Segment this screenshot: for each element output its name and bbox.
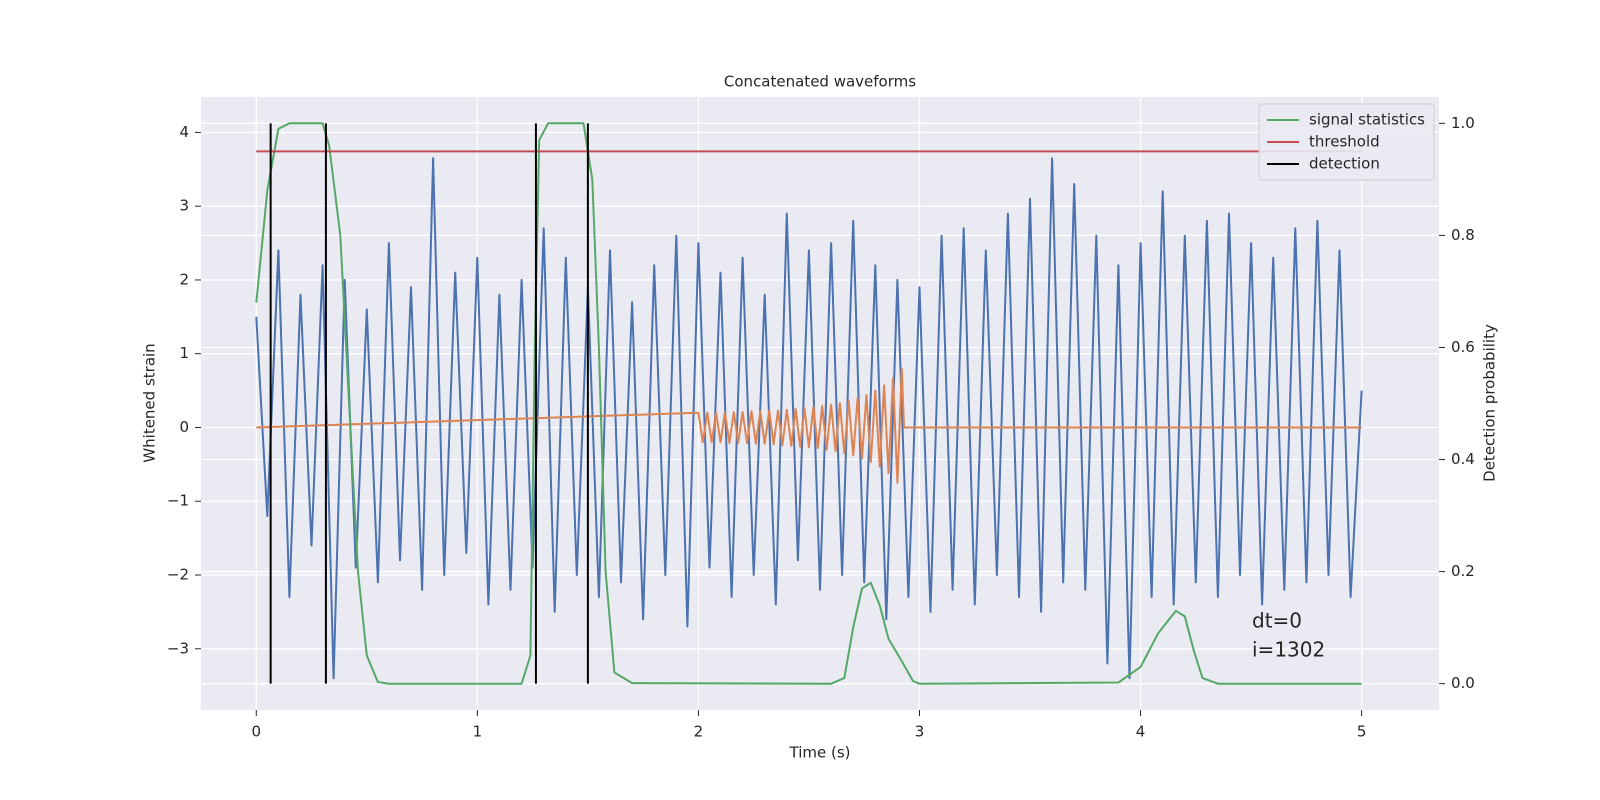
y2-tick-label: 0.6 (1451, 338, 1475, 356)
y-tick-label: 0 (179, 418, 189, 436)
series-line (255, 157, 1363, 680)
y-tick-label: 2 (179, 270, 189, 288)
y-tick-label: −3 (167, 639, 189, 657)
y2-tick-label: 0.4 (1451, 450, 1475, 468)
y2-tick-label: 0.0 (1451, 674, 1475, 692)
x-tick-label: 0 (251, 723, 261, 741)
legend-label: signal statistics (1309, 111, 1425, 129)
y-tick-label: 1 (179, 344, 189, 362)
y-tick-label: −1 (167, 492, 189, 510)
y-tick-label: −2 (167, 566, 189, 584)
y2-tick-label: 0.2 (1451, 562, 1475, 580)
legend-label: detection (1309, 155, 1380, 173)
legend-box (1258, 103, 1435, 181)
annotation: dt=0 (1252, 609, 1302, 633)
y-tick-label: 3 (179, 197, 189, 215)
y2-tick-label: 0.8 (1451, 226, 1475, 244)
series-line (255, 122, 1362, 685)
y2-tick-label: 1.0 (1451, 114, 1475, 132)
y2-axis-label: Detection probability (1481, 324, 1499, 482)
x-tick-label: 3 (915, 723, 925, 741)
chart-title: Concatenated waveforms (724, 73, 916, 91)
legend-label: threshold (1309, 133, 1380, 151)
x-tick-label: 2 (694, 723, 704, 741)
y-axis-label: Whitened strain (141, 343, 159, 462)
annotation: i=1302 (1252, 638, 1325, 662)
series-line (256, 367, 1362, 484)
x-tick-label: 5 (1357, 723, 1367, 741)
x-tick-label: 4 (1136, 723, 1146, 741)
x-axis-label: Time (s) (789, 744, 851, 762)
x-tick-label: 1 (473, 723, 483, 741)
plot-area (201, 97, 1439, 710)
y-tick-label: 4 (179, 123, 189, 141)
